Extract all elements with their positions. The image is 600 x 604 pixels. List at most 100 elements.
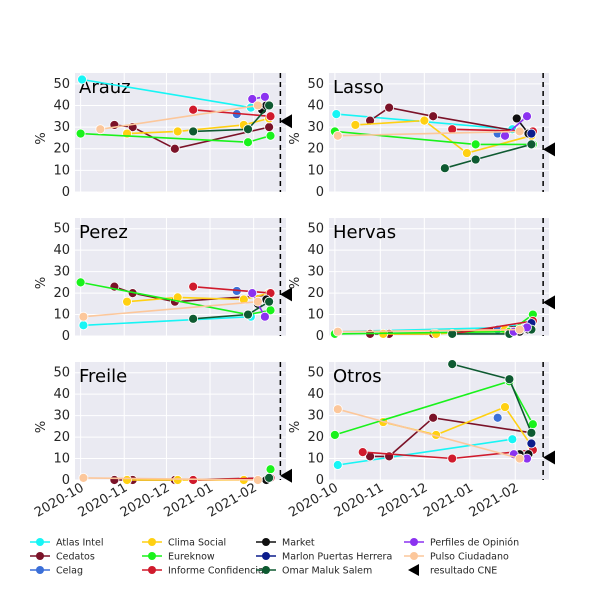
panel-title: Otros (333, 366, 382, 387)
legend-item: Eureknow (142, 552, 215, 563)
panel-title: Hervas (333, 222, 396, 243)
data-point (447, 328, 458, 339)
legend-label: Omar Maluk Salem (282, 566, 372, 577)
data-point (188, 281, 199, 292)
y-tick-label: 50 (53, 222, 70, 237)
legend-marker (148, 566, 156, 574)
data-point (511, 113, 522, 124)
data-point (428, 412, 439, 423)
legend-label: Informe Confidencial (168, 566, 267, 577)
x-tick-label: 2021-02 (205, 480, 260, 520)
x-tick-label: 2021-01 (421, 480, 476, 520)
data-point (264, 100, 275, 111)
data-point (252, 100, 263, 111)
y-tick-label: 20 (53, 430, 70, 445)
data-point (470, 154, 481, 165)
legend-item: Atlas Intel (30, 538, 104, 549)
panel-hervas: 0 10 20 30 40 50% Hervas (288, 218, 555, 344)
data-point (264, 296, 275, 307)
data-point (243, 309, 253, 320)
y-tick-label: 40 (53, 243, 70, 258)
series-omar-maluk-salem (447, 359, 537, 438)
series-line (504, 115, 528, 137)
data-point (329, 430, 340, 440)
y-axis-label: % (34, 421, 49, 433)
data-point (428, 111, 439, 122)
y-tick-label: 30 (307, 409, 324, 424)
y-axis-label: % (34, 132, 49, 144)
y-tick-label: 10 (307, 163, 324, 178)
data-point (384, 102, 395, 113)
data-point (259, 91, 270, 102)
data-point (419, 115, 430, 126)
data-point (77, 74, 87, 85)
series-omar-maluk-salem (188, 296, 275, 324)
series-marlon-puertas-herrera (526, 438, 537, 449)
legend-marker (36, 566, 44, 574)
data-point (526, 139, 537, 150)
legend-marker (262, 538, 270, 546)
data-point (331, 109, 342, 120)
series-pulso-ciudadano (95, 100, 263, 135)
series-line (337, 328, 520, 333)
panel-lasso: 0 10 20 30 40 50% Lasso (288, 73, 555, 200)
data-point (522, 111, 532, 122)
cne-result-marker (280, 114, 292, 129)
data-point (332, 460, 343, 470)
panel-title: Arauz (79, 77, 131, 98)
series-pulso-ciudadano (332, 404, 525, 464)
panel-perez: 0 10 20 30 40 50% Perez (34, 218, 292, 344)
data-point (332, 326, 343, 337)
legend-item: Marlon Puertas Herrera (256, 552, 392, 563)
series-pulso-ciudadano (78, 296, 263, 322)
legend-item: Pulso Ciudadano (404, 552, 509, 563)
plot-area (329, 218, 549, 336)
y-axis-label: % (288, 277, 303, 289)
y-tick-label: 20 (307, 430, 324, 445)
legend-label: Pulso Ciudadano (430, 552, 509, 563)
data-point (169, 143, 180, 154)
legend-item: Informe Confidencial (142, 566, 267, 577)
data-point (507, 434, 518, 445)
y-tick-label: 20 (53, 142, 70, 157)
panel-title: Lasso (333, 77, 384, 98)
y-tick-label: 40 (53, 98, 70, 113)
data-point (447, 453, 458, 464)
legend-label: Marlon Puertas Herrera (282, 552, 392, 563)
series-line (370, 416, 532, 458)
data-point (265, 111, 276, 122)
y-tick-label: 50 (307, 222, 324, 237)
data-point (439, 163, 450, 174)
panel-otros: 01020304050%Otros2020-102020-112020-1220… (286, 359, 555, 521)
data-point (122, 296, 132, 307)
data-point (332, 130, 343, 141)
series-line (83, 315, 251, 327)
x-tick-label: 2020-11 (332, 480, 387, 520)
y-tick-label: 50 (307, 77, 324, 92)
series-line (452, 320, 534, 335)
data-point (431, 328, 441, 339)
data-point (332, 404, 343, 415)
data-point (492, 412, 503, 423)
y-axis-label: % (288, 132, 303, 144)
data-point (188, 313, 199, 324)
series-line (100, 104, 259, 131)
data-point (526, 438, 537, 449)
y-tick-label: 0 (316, 329, 324, 344)
data-point (461, 148, 472, 158)
data-point (252, 475, 263, 485)
data-point (514, 126, 525, 137)
data-point (504, 374, 515, 385)
legend: Atlas Intel Clima Social Market Perfiles de… (30, 538, 519, 577)
data-point (470, 139, 481, 150)
y-tick-label: 30 (307, 265, 324, 280)
series-line (193, 285, 271, 294)
panel-arauz: 0 10 20 30 40 50% Arauz (34, 73, 292, 200)
y-tick-label: 30 (53, 265, 70, 280)
series-line (83, 477, 258, 481)
data-point (365, 115, 375, 126)
data-point (500, 402, 510, 412)
y-tick-label: 30 (53, 120, 70, 135)
